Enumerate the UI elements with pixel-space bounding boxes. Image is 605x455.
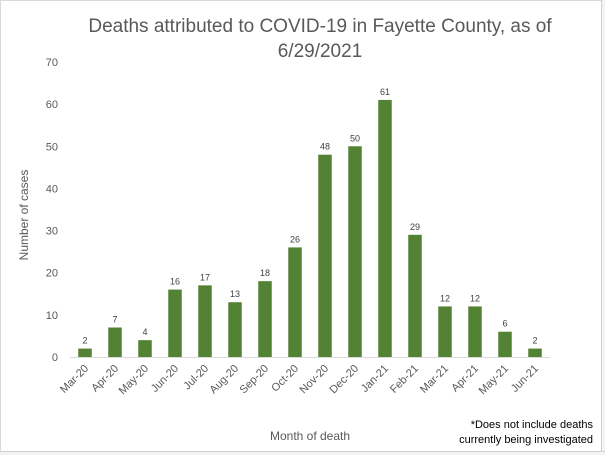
bars: [78, 99, 542, 357]
data-label: 16: [170, 277, 180, 287]
data-label: 6: [502, 319, 507, 329]
x-tick-label: Feb-21: [388, 363, 421, 396]
data-label: 12: [470, 293, 480, 303]
data-labels: 2 7 4 16 17 13 18 26 48 50 61 29 12 12 6 2: [82, 87, 537, 346]
data-label: 61: [380, 87, 390, 97]
x-tick-label: Dec-20: [328, 363, 362, 397]
x-tick-label: Mar-21: [418, 363, 451, 396]
y-tick-label: 60: [46, 99, 58, 111]
data-label: 29: [410, 222, 420, 232]
y-axis-label: Number of cases: [17, 170, 31, 261]
footnote-line1: *Does not include deaths: [470, 419, 593, 431]
bar: [258, 281, 272, 357]
bar: [108, 327, 122, 357]
y-tick-label: 0: [52, 352, 58, 364]
bar: [438, 306, 452, 357]
data-label: 13: [230, 289, 240, 299]
data-label: 26: [290, 234, 300, 244]
x-tick-label: Jan-21: [359, 363, 391, 395]
y-tick-label: 50: [46, 141, 58, 153]
bar: [408, 234, 422, 357]
x-tick-label: May-20: [117, 363, 151, 397]
y-tick-label: 20: [46, 268, 58, 280]
x-tick-label: Apr-21: [449, 363, 481, 395]
bar: [378, 99, 392, 357]
y-tick-label: 10: [46, 310, 58, 322]
y-tick-label: 70: [46, 57, 58, 69]
window-edge-bottom: [0, 451, 605, 455]
data-label: 4: [142, 327, 147, 337]
bar: [348, 146, 362, 357]
data-label: 2: [532, 336, 537, 346]
x-tick-label: Nov-20: [298, 363, 332, 397]
data-label: 48: [320, 142, 330, 152]
bar: [228, 302, 242, 357]
x-tick-label: Oct-20: [269, 363, 301, 395]
data-label: 12: [440, 293, 450, 303]
x-tick-label: Sep-20: [238, 363, 272, 397]
data-label: 7: [112, 315, 117, 325]
bar: [198, 285, 212, 357]
x-tick-label: May-21: [477, 363, 511, 397]
bar: [168, 289, 182, 357]
x-tick-label: Aug-20: [208, 363, 242, 397]
footnote-line2: currently being investigated: [459, 434, 593, 446]
data-label: 18: [260, 268, 270, 278]
x-tick-label: Jun-21: [509, 363, 541, 395]
data-label: 50: [350, 133, 360, 143]
data-label: 2: [82, 336, 87, 346]
bar: [318, 154, 332, 357]
x-tick-label: Mar-20: [58, 363, 91, 396]
x-tick-label: Apr-20: [89, 363, 121, 395]
chart-title: Deaths attributed to COVID-19 in Fayette…: [80, 14, 560, 64]
window-edge-right: [601, 0, 605, 455]
bar: [78, 348, 92, 357]
y-tick-label: 30: [46, 226, 58, 238]
y-axis-ticks: 0 10 20 30 40 50 60 70: [46, 57, 58, 364]
bar: [468, 306, 482, 357]
data-label: 17: [200, 272, 210, 282]
x-axis-label: Month of death: [270, 429, 350, 443]
bar: [498, 331, 512, 357]
chart-title-line2: 6/29/2021: [277, 41, 363, 62]
footnote: *Does not include deaths currently being…: [459, 418, 593, 448]
y-tick-label: 40: [46, 183, 58, 195]
chart-title-line1: Deaths attributed to COVID-19 in Fayette…: [88, 16, 552, 37]
bar: [528, 348, 542, 357]
x-tick-label: Jun-20: [149, 363, 181, 395]
bar: [288, 247, 302, 357]
bar: [138, 340, 152, 357]
